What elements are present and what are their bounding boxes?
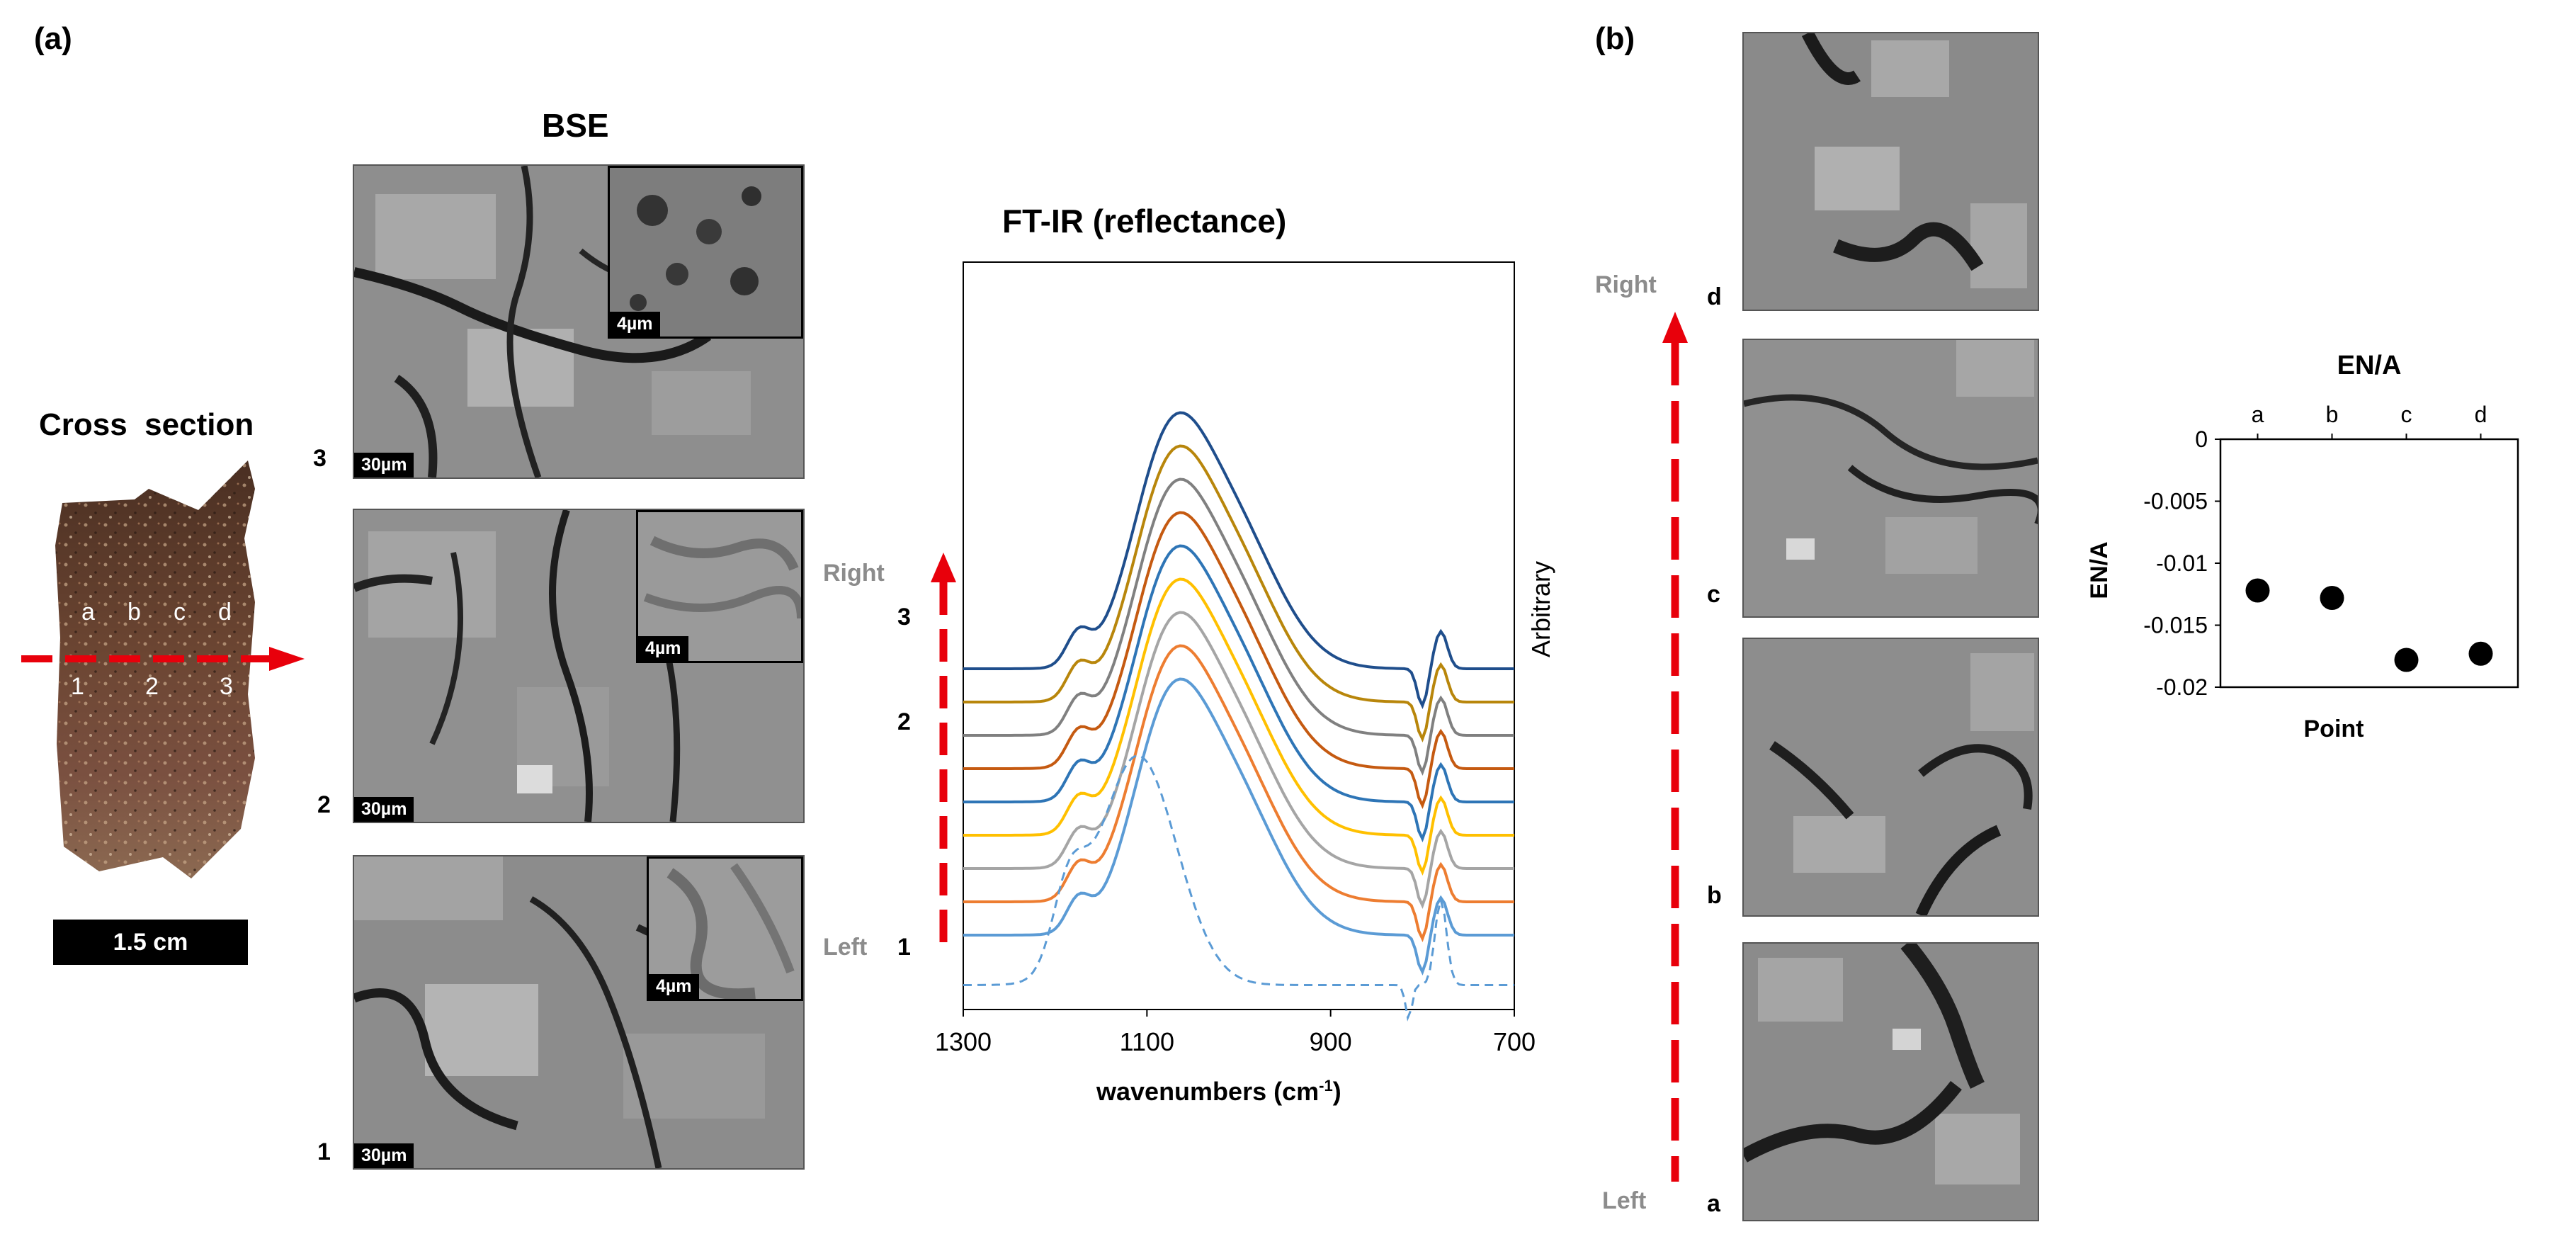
ena-y-tick-label: -0.01 bbox=[2156, 550, 2208, 576]
sem-letter-c: c bbox=[1707, 581, 1720, 608]
ftir-series-line bbox=[963, 544, 1514, 843]
panel-b-left-label: Left bbox=[1602, 1187, 1647, 1214]
cross-letter-c: c bbox=[174, 599, 186, 626]
ftir-x-tick-label: 1300 bbox=[935, 1027, 992, 1056]
sem-image-b bbox=[1742, 638, 2039, 917]
ena-y-tick-label: 0 bbox=[2195, 426, 2208, 452]
cross-letter-a: a bbox=[81, 599, 95, 626]
ftir-series-line bbox=[963, 611, 1514, 910]
ena-ylabel: EN/A bbox=[2086, 541, 2113, 599]
sem-letter-d: d bbox=[1707, 283, 1722, 310]
ena-x-tick-label: b bbox=[2326, 402, 2339, 427]
cross-letter-d: d bbox=[218, 599, 232, 626]
ftir-number-3: 3 bbox=[897, 604, 911, 631]
ftir-series-line bbox=[963, 754, 1514, 1022]
ena-point bbox=[2245, 578, 2270, 603]
bse-inset-3: 4µm bbox=[608, 166, 803, 339]
cross-section-arrow bbox=[21, 647, 305, 671]
sem-image-d bbox=[1742, 32, 2039, 311]
ftir-xlabel-main: wavenumbers (cm bbox=[1096, 1077, 1320, 1106]
bse-image-2-scale: 30µm bbox=[354, 797, 414, 822]
ena-y-tick-label: -0.02 bbox=[2156, 674, 2208, 700]
ftir-x-tick-label: 900 bbox=[1310, 1027, 1352, 1056]
ftir-plot-frame bbox=[963, 261, 1515, 1010]
ftir-series-line bbox=[963, 511, 1514, 810]
cross-number-3: 3 bbox=[220, 673, 233, 700]
cross-number-2: 2 bbox=[145, 673, 159, 700]
cross-letter-b: b bbox=[127, 599, 141, 626]
ftir-xlabel: wavenumbers (cm-1) bbox=[1096, 1077, 1341, 1107]
ftir-series-line bbox=[963, 644, 1514, 943]
ftir-series-line bbox=[963, 477, 1514, 776]
sem-letter-b: b bbox=[1707, 882, 1722, 909]
ena-x-tick-label: a bbox=[2252, 402, 2264, 427]
ftir-number-2: 2 bbox=[897, 708, 911, 735]
cross-section-title: Cross section bbox=[39, 407, 254, 442]
ena-y-tick-label: -0.005 bbox=[2143, 489, 2208, 514]
ftir-arrow-right-label: Right bbox=[823, 560, 885, 587]
ftir-series-line bbox=[963, 677, 1514, 976]
sem-letter-a: a bbox=[1707, 1190, 1720, 1217]
ena-xlabel: Point bbox=[2304, 716, 2364, 742]
bse-image-3-scale: 30µm bbox=[354, 453, 414, 477]
bse-inset-1: 4µm bbox=[647, 856, 803, 1001]
ena-chart: EN/A 0 -0.005 -0.01 -0.015 -0.02 a b c d EN/A Po… bbox=[2086, 351, 2519, 742]
panel-b-label: (b) bbox=[1595, 21, 1635, 56]
cross-section-scalebar: 1.5 cm bbox=[53, 920, 248, 965]
bse-image-1: 4µm 30µm bbox=[353, 855, 805, 1170]
ftir-series-line bbox=[963, 444, 1514, 743]
sem-image-c bbox=[1742, 339, 2039, 618]
bse-image-1-scale: 30µm bbox=[354, 1143, 414, 1168]
bse-title: BSE bbox=[542, 107, 609, 144]
ftir-x-tick-label: 700 bbox=[1493, 1027, 1536, 1056]
ftir-x-tick-label: 1100 bbox=[1120, 1027, 1174, 1056]
bse-inset-1-scale: 4µm bbox=[649, 974, 699, 999]
ena-x-tick-label: d bbox=[2475, 402, 2487, 427]
ftir-chart: 1300 1100 900 700 Arbitrary bbox=[935, 261, 1555, 1056]
panel-b-right-label: Right bbox=[1595, 271, 1657, 298]
ena-title: EN/A bbox=[2337, 351, 2402, 380]
cross-number-1: 1 bbox=[71, 673, 84, 700]
panel-b-arrow bbox=[1662, 312, 1688, 1182]
ftir-series-line bbox=[963, 411, 1514, 710]
bse-image-2: 4µm 30µm bbox=[353, 509, 805, 823]
ena-point bbox=[2468, 641, 2493, 666]
ena-y-tick-label: -0.015 bbox=[2143, 613, 2208, 638]
bse-number-2: 2 bbox=[317, 791, 331, 818]
bse-inset-2-scale: 4µm bbox=[638, 636, 688, 661]
ftir-series-line bbox=[963, 577, 1514, 876]
ftir-xlabel-sup: -1 bbox=[1319, 1077, 1333, 1095]
sem-image-a bbox=[1742, 942, 2039, 1221]
ftir-arrow bbox=[931, 553, 956, 955]
bse-inset-2: 4µm bbox=[636, 510, 803, 663]
bse-number-3: 3 bbox=[313, 445, 327, 472]
ena-point bbox=[2394, 648, 2419, 672]
bse-inset-3-scale: 4µm bbox=[610, 312, 660, 337]
ftir-xlabel-end: ) bbox=[1332, 1077, 1341, 1106]
ena-point bbox=[2320, 586, 2344, 610]
bse-image-3: 4µm 30µm bbox=[353, 164, 805, 479]
bse-number-1: 1 bbox=[317, 1138, 331, 1165]
ftir-arrow-left-label: Left bbox=[823, 934, 868, 961]
ftir-number-1: 1 bbox=[897, 934, 911, 961]
cross-section-photo: a b c d 1 2 3 bbox=[42, 460, 283, 893]
ena-x-tick-label: c bbox=[2401, 402, 2412, 427]
ftir-ylabel: Arbitrary bbox=[1526, 561, 1555, 657]
ftir-title: FT-IR (reflectance) bbox=[1002, 203, 1287, 239]
panel-a-label: (a) bbox=[34, 21, 72, 56]
